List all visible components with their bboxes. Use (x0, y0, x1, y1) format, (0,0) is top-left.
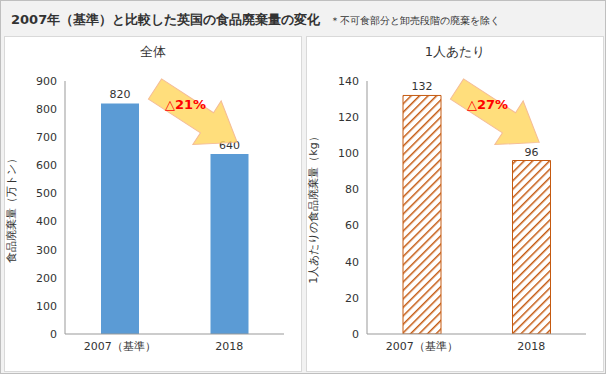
svg-text:40: 40 (345, 256, 359, 269)
svg-text:200: 200 (36, 272, 57, 285)
html-text:1人あたり: 1人あたり (424, 44, 486, 59)
svg-text:132: 132 (412, 80, 433, 93)
svg-text:100: 100 (338, 147, 359, 160)
svg-text:2007（基準）: 2007（基準） (386, 340, 458, 353)
svg-text:0: 0 (50, 328, 57, 341)
svg-text:20: 20 (345, 292, 359, 305)
svg-text:500: 500 (36, 187, 57, 200)
svg-text:400: 400 (36, 215, 57, 228)
svg-text:80: 80 (345, 183, 359, 196)
svg-text:△27%: △27% (467, 97, 508, 112)
svg-text:1人あたりの食品廃棄量（kg）: 1人あたりの食品廃棄量（kg） (307, 131, 320, 283)
svg-text:700: 700 (36, 131, 57, 144)
svg-text:△21%: △21% (165, 97, 206, 112)
html-text:＊不可食部分と卸売段階の廃棄を除く: ＊不可食部分と卸売段階の廃棄を除く (330, 15, 501, 26)
html-text:全体: 全体 (140, 44, 166, 59)
svg-text:96: 96 (525, 146, 539, 159)
svg-text:0: 0 (352, 328, 359, 341)
svg-text:120: 120 (338, 111, 359, 124)
svg-text:820: 820 (110, 88, 131, 101)
svg-text:2007（基準）: 2007（基準） (84, 340, 156, 353)
svg-text:800: 800 (36, 103, 57, 116)
svg-text:900: 900 (36, 75, 57, 88)
svg-text:600: 600 (36, 159, 57, 172)
svg-text:2018: 2018 (517, 340, 545, 353)
svg-text:300: 300 (36, 244, 57, 257)
svg-text:140: 140 (338, 75, 359, 88)
html-text:2007年（基準）と比較した英国の食品廃棄量の変化: 2007年（基準）と比較した英国の食品廃棄量の変化 (11, 12, 321, 27)
svg-text:60: 60 (345, 219, 359, 232)
svg-text:2018: 2018 (215, 340, 243, 353)
svg-text:640: 640 (219, 139, 240, 152)
svg-text:食品廃棄量（万トン）: 食品廃棄量（万トン） (8, 153, 18, 263)
svg-text:100: 100 (36, 300, 57, 313)
